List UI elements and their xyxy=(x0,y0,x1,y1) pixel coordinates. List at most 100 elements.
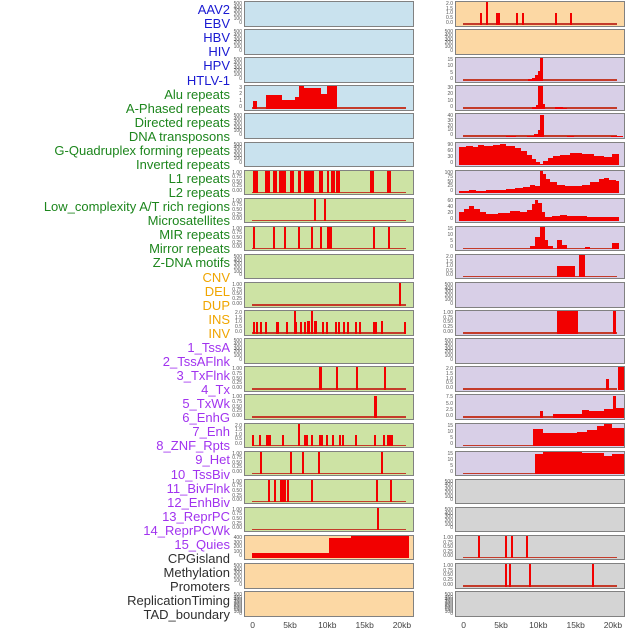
data-bar xyxy=(266,94,282,109)
panel-plot-area xyxy=(245,311,413,335)
data-bar xyxy=(479,13,482,25)
data-bar xyxy=(381,451,384,475)
data-bar xyxy=(511,536,514,559)
y-tick-label: 10 xyxy=(447,97,453,104)
y-tick-label: 500 xyxy=(444,478,453,485)
data-bar xyxy=(582,410,589,418)
data-bar xyxy=(552,414,582,418)
zero-baseline xyxy=(462,275,618,278)
panel-plot-area xyxy=(245,58,413,82)
y-tick-label: 0.75 xyxy=(443,539,453,546)
panel-plot-area xyxy=(456,199,624,223)
track-panel xyxy=(455,591,625,617)
y-tick-label: 0.0 xyxy=(446,19,453,26)
data-bar xyxy=(556,311,578,334)
data-bar xyxy=(331,170,335,194)
data-bar xyxy=(597,425,604,446)
data-bar xyxy=(612,153,619,165)
track-label: 8_ZNF_Rpts xyxy=(156,438,230,454)
y-tick-label: 400 xyxy=(233,4,242,11)
track-panel xyxy=(244,394,414,420)
data-bar xyxy=(603,178,609,194)
data-bar xyxy=(553,156,561,165)
y-tick-label: 1 xyxy=(239,97,242,104)
data-bar xyxy=(529,246,535,250)
y-tick-label: 200 xyxy=(444,489,453,496)
data-bar xyxy=(389,479,392,503)
data-bar xyxy=(603,424,613,446)
y-tick-label: 100 xyxy=(233,268,242,275)
y-tick-label: 1.0 xyxy=(235,319,242,326)
zero-baseline xyxy=(251,528,407,531)
y-tick-label: 1.0 xyxy=(446,10,453,17)
y-tick-label: 0.0 xyxy=(446,384,453,391)
data-bar xyxy=(570,13,573,25)
data-bar xyxy=(526,210,532,222)
y-tick-label: 0 xyxy=(450,188,453,195)
y-tick-label: 0 xyxy=(450,103,453,110)
data-bar xyxy=(598,179,604,194)
track-panel xyxy=(455,366,625,392)
data-bar xyxy=(578,255,585,278)
track-panel xyxy=(244,85,414,111)
y-tick-label: 200 xyxy=(233,544,242,551)
y-tick-label: 100 xyxy=(444,169,453,176)
panel-plot-area xyxy=(456,226,624,251)
y-tick-label: 5 xyxy=(450,434,453,441)
y-tick-label: 50 xyxy=(447,178,453,185)
data-bar xyxy=(346,322,349,334)
data-bar xyxy=(587,429,598,446)
panel-plot-area xyxy=(245,367,413,391)
data-bar xyxy=(319,226,322,250)
zero-baseline xyxy=(251,304,407,306)
y-tick-label: 500 xyxy=(444,592,453,599)
data-bar xyxy=(398,283,402,306)
y-tick-label: 400 xyxy=(233,32,242,39)
y-tick-label: 0.00 xyxy=(232,384,242,391)
y-tick-label: 0 xyxy=(239,611,242,618)
y-tick-label: 200 xyxy=(233,574,242,581)
data-bar xyxy=(565,185,574,194)
data-bar xyxy=(355,322,358,334)
data-bar xyxy=(297,226,300,250)
y-tick-label: 30 xyxy=(447,85,453,92)
y-tick-label: 100 xyxy=(233,15,242,22)
data-bar xyxy=(533,428,544,446)
data-bar xyxy=(355,434,358,446)
track-panel xyxy=(455,141,625,167)
y-tick-label: 200 xyxy=(233,605,242,611)
y-tick-label: 40 xyxy=(447,203,453,210)
y-tick-label: 90 xyxy=(447,141,453,148)
data-bar xyxy=(498,212,510,222)
y-tick-label: 200 xyxy=(444,349,453,356)
data-bar xyxy=(612,428,624,446)
data-bar xyxy=(338,322,341,334)
y-tick-label: 0.0 xyxy=(235,441,242,447)
data-bar xyxy=(554,107,563,109)
data-bar xyxy=(326,434,329,446)
data-bar xyxy=(293,311,296,334)
y-tick-label: 40 xyxy=(447,113,453,120)
y-tick-label: 2.5 xyxy=(446,406,453,413)
data-bar xyxy=(486,213,498,222)
y-tick-label: 0.5 xyxy=(235,436,242,443)
y-tick-label: 15 xyxy=(447,57,453,64)
panel-plot-area xyxy=(456,451,624,476)
data-bar xyxy=(534,237,540,250)
track-label: L1 repeats xyxy=(168,171,230,187)
y-tick-label: 200 xyxy=(233,68,242,75)
track-panel xyxy=(244,197,414,224)
y-tick-label: 1.5 xyxy=(446,370,453,377)
data-bar xyxy=(612,243,619,250)
data-bar xyxy=(377,507,380,531)
y-tick-label: 300 xyxy=(233,36,242,43)
panel-plot-area xyxy=(245,2,413,26)
data-bar xyxy=(464,209,470,222)
data-bar xyxy=(326,322,329,334)
y-tick-label: 0 xyxy=(239,356,242,363)
x-tick-label: 0 xyxy=(250,619,256,630)
panel-plot-area xyxy=(456,2,624,26)
x-tick-label: 15kb xyxy=(355,619,374,630)
y-tick-label: 250 xyxy=(233,602,242,609)
data-bar xyxy=(613,395,617,418)
